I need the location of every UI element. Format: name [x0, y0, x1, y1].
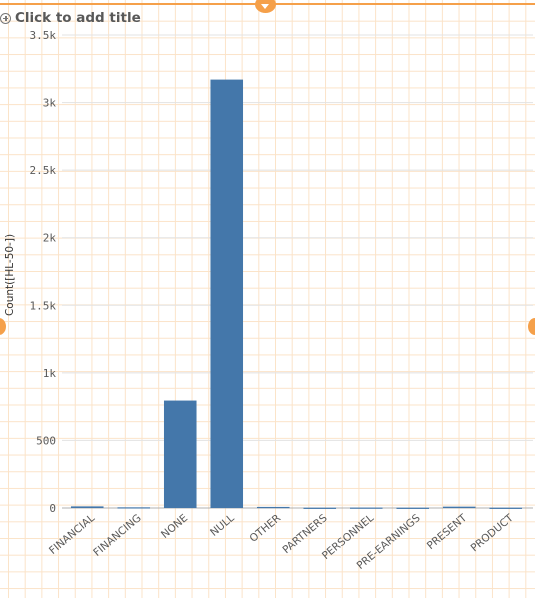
bar-none[interactable]	[163, 400, 197, 508]
x-tick-label: NONE	[159, 512, 190, 541]
chevron-down-icon[interactable]	[255, 0, 276, 13]
bar-present[interactable]	[442, 506, 476, 508]
y-axis-ticks: 0 500 1k 1.5k 2k 2.5k 3k 3.5k	[30, 29, 57, 515]
x-tick-label: FINANCING	[91, 512, 143, 559]
bar-other[interactable]	[256, 506, 290, 509]
bar-partners[interactable]	[303, 507, 337, 509]
y-tick-label: 2.5k	[30, 164, 57, 177]
bar-product[interactable]	[489, 507, 523, 509]
x-tick-label: OTHER	[247, 512, 283, 545]
add-circle-icon	[0, 12, 11, 24]
y-tick-label: 1.5k	[30, 299, 57, 312]
x-tick-label: PRODUCT	[469, 512, 517, 555]
y-tick-label: 2k	[43, 232, 57, 245]
bar-pre-earnings[interactable]	[396, 507, 430, 509]
resize-handle-left[interactable]	[0, 318, 6, 335]
title-placeholder[interactable]: Click to add title	[15, 10, 141, 26]
y-tick-label: 3k	[43, 97, 57, 110]
y-tick-label: 500	[36, 434, 56, 447]
x-tick-label: NULL	[208, 512, 237, 539]
bar-personnel[interactable]	[349, 507, 383, 509]
x-tick-label: FINANCIAL	[47, 512, 97, 557]
y-axis-label: Count([HL-50-])	[4, 234, 16, 316]
x-tick-label: PRESENT	[425, 512, 470, 552]
bar-financial[interactable]	[70, 506, 104, 508]
bar-null[interactable]	[210, 79, 244, 509]
bar-financing[interactable]	[117, 507, 151, 509]
y-tick-label: 1k	[43, 367, 57, 380]
chart-title-row[interactable]: Click to add title	[0, 8, 141, 28]
y-tick-label: 3.5k	[30, 29, 57, 42]
resize-handle-right[interactable]	[528, 318, 535, 335]
y-tick-label: 0	[49, 502, 56, 515]
gridlines	[62, 34, 533, 441]
bars	[70, 79, 523, 509]
